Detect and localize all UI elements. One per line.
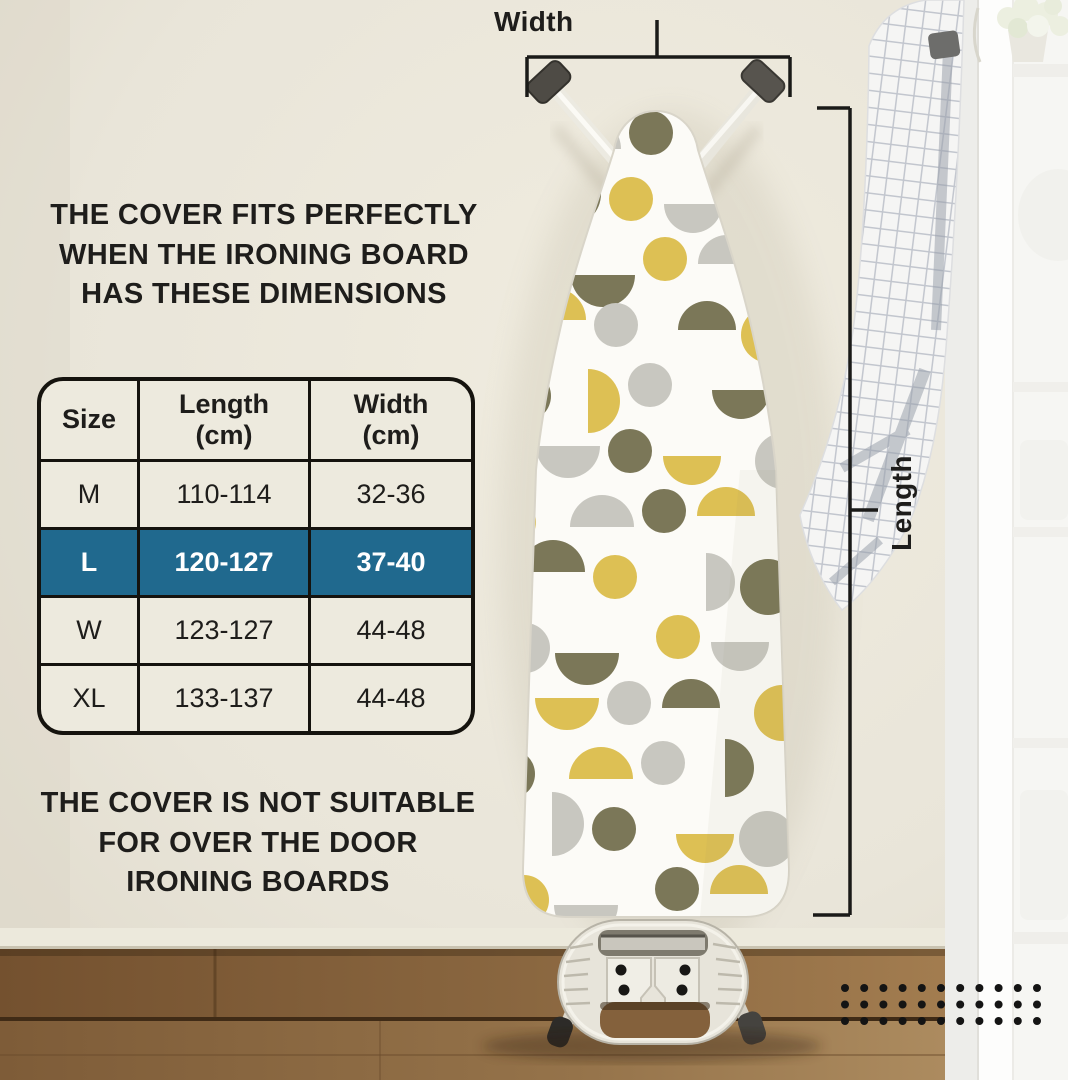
- length-measure-label: Length: [886, 455, 917, 551]
- table-header-size: Size: [61, 404, 117, 435]
- headline-bottom: THE COVER IS NOT SUITABLE FOR OVER THE D…: [40, 787, 476, 899]
- width-bracket: [525, 20, 792, 97]
- table-cell-length: 120-127: [137, 530, 308, 595]
- size-table: Size Length (cm) Width (cm) M 110-114 32-3…: [37, 377, 475, 735]
- table-cell-width: 37-40: [308, 530, 471, 595]
- headline-top: THE COVER FITS PERFECTLY WHEN THE IRONIN…: [50, 199, 478, 311]
- table-cell-size: M: [77, 478, 101, 509]
- table-row: L 120-127 37-40: [41, 527, 471, 595]
- width-measure-label: Width: [494, 6, 574, 37]
- stand-floor-shadow: [482, 1030, 822, 1062]
- towel: [799, 0, 965, 611]
- towel-clip: [928, 30, 961, 60]
- table-header-row: Size Length (cm) Width (cm): [41, 381, 471, 459]
- table-cell-width: 32-36: [308, 462, 471, 527]
- table-header-width: Width (cm): [308, 381, 471, 459]
- length-bracket: [813, 106, 878, 917]
- size-table-body: M 110-114 32-36 L 120-127 37-40 W 123-127 44-48 X…: [41, 459, 471, 731]
- table-row: XL 133-137 44-48: [41, 663, 471, 731]
- table-cell-length: 133-137: [137, 666, 308, 731]
- leg-cap-left: [526, 60, 572, 104]
- board-top-legs: [526, 59, 786, 175]
- table-cell-width: 44-48: [308, 598, 471, 663]
- dots-decoration: [841, 984, 1041, 1025]
- table-cell-size: XL: [72, 682, 106, 713]
- table-cell-width: 44-48: [308, 666, 471, 731]
- leg-cap-right: [740, 59, 786, 103]
- table-row: W 123-127 44-48: [41, 595, 471, 663]
- table-row: M 110-114 32-36: [41, 459, 471, 527]
- plant-decoration: [972, 0, 1068, 63]
- table-header-length: Length (cm): [137, 381, 308, 459]
- shelf-unit: [945, 0, 1068, 1080]
- baseboard: [0, 928, 960, 950]
- table-cell-size: W: [76, 614, 102, 645]
- board-stand: [557, 919, 749, 1045]
- table-cell-size: L: [80, 546, 98, 577]
- table-cell-length: 123-127: [137, 598, 308, 663]
- wood-floor: [0, 949, 960, 1080]
- table-cell-length: 110-114: [137, 462, 308, 527]
